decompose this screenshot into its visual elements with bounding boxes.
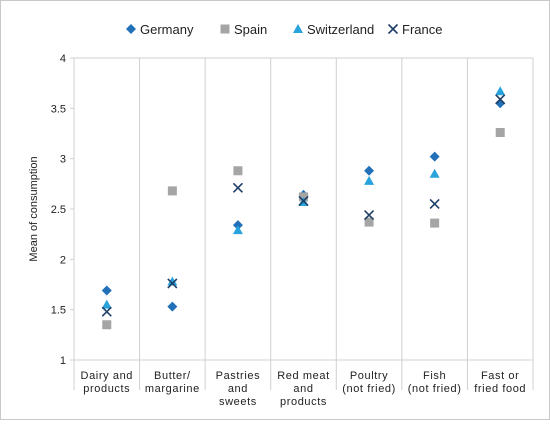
legend-label: Switzerland xyxy=(307,22,374,37)
data-point-germany xyxy=(101,285,112,296)
category-label: Pastries and sweets xyxy=(216,370,261,408)
legend-item-germany: Germany xyxy=(126,22,194,37)
triangle-icon xyxy=(293,24,303,33)
y-tick-label: 1.5 xyxy=(51,305,66,317)
category-label: Red meat and products xyxy=(277,370,330,408)
data-point-spain xyxy=(364,217,374,227)
data-points xyxy=(101,86,506,330)
data-point-spain xyxy=(233,166,243,176)
legend-item-france: France xyxy=(387,22,442,37)
square-icon xyxy=(220,24,230,34)
legend: Germany Spain Switzerland France xyxy=(126,22,442,37)
data-point-switzerland xyxy=(232,225,243,235)
legend-item-switzerland: Switzerland xyxy=(293,22,374,37)
y-axis-ticks: 1 1.5 2 2.5 3 3.5 4 xyxy=(51,53,74,367)
category-label: Fish (not fried) xyxy=(408,370,462,395)
diamond-icon xyxy=(126,24,136,34)
data-point-germany xyxy=(429,151,440,162)
y-tick-label: 3.5 xyxy=(51,103,66,115)
y-tick-label: 4 xyxy=(60,53,66,65)
data-point-france xyxy=(101,306,112,317)
data-point-switzerland xyxy=(101,299,112,309)
data-point-germany xyxy=(232,220,243,231)
data-point-france xyxy=(232,182,243,193)
y-tick-label: 1 xyxy=(60,355,66,367)
category-label: Dairy and products xyxy=(81,370,133,395)
legend-item-spain: Spain xyxy=(220,22,267,37)
category-label: Poultry (not fried) xyxy=(342,370,396,395)
data-point-germany xyxy=(364,165,375,176)
legend-label: Spain xyxy=(234,22,267,37)
data-point-france xyxy=(429,198,440,210)
legend-label: France xyxy=(402,22,442,37)
data-point-france xyxy=(364,209,375,221)
data-point-switzerland xyxy=(167,276,178,286)
y-tick-label: 2.5 xyxy=(51,204,66,216)
data-point-france xyxy=(167,278,178,289)
data-point-spain xyxy=(430,218,440,228)
x-icon xyxy=(387,23,399,35)
data-point-spain xyxy=(495,127,505,137)
plot-border xyxy=(73,57,534,361)
data-point-germany xyxy=(167,301,178,312)
data-point-france xyxy=(298,195,309,207)
legend-label: Germany xyxy=(140,22,194,37)
category-label: Butter/margarine xyxy=(145,370,200,395)
data-point-spain xyxy=(102,320,112,330)
data-point-switzerland xyxy=(495,86,506,96)
x-axis-categories: Dairy and products Butter/margarine Pastrie… xyxy=(81,370,526,408)
data-point-switzerland xyxy=(364,175,375,185)
y-axis-title: Mean of consumption xyxy=(28,156,40,261)
category-separators xyxy=(73,57,534,390)
data-point-france xyxy=(495,94,506,105)
y-tick-label: 3 xyxy=(60,154,66,166)
y-tick-label: 2 xyxy=(60,254,66,266)
category-label: Fast or fried food xyxy=(474,370,526,395)
data-point-switzerland xyxy=(429,168,440,178)
data-point-spain xyxy=(167,186,177,196)
data-point-spain xyxy=(299,192,308,202)
